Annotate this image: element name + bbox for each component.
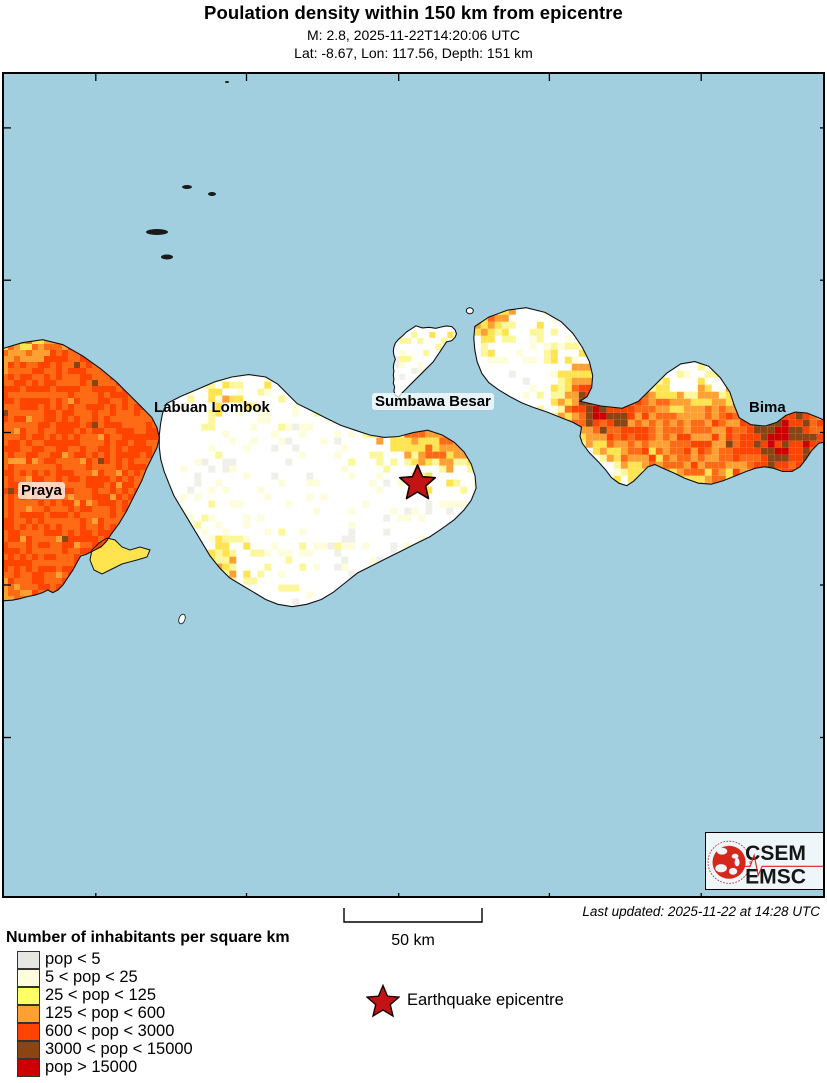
svg-text:EMSC: EMSC (745, 865, 806, 888)
